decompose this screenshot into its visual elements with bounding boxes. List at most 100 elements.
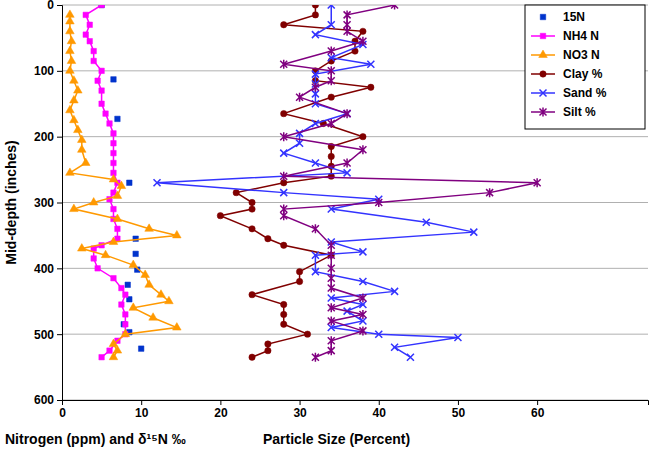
marker xyxy=(249,206,255,212)
marker xyxy=(344,10,351,19)
marker xyxy=(111,141,116,146)
marker xyxy=(359,145,366,154)
marker xyxy=(359,293,366,302)
y-tick-label: 200 xyxy=(34,130,54,144)
y-tick-mark xyxy=(57,71,62,72)
marker xyxy=(67,36,76,43)
marker xyxy=(115,226,120,231)
marker xyxy=(101,250,110,257)
marker xyxy=(423,219,430,226)
marker xyxy=(312,12,318,18)
legend-marker xyxy=(540,14,545,19)
marker xyxy=(328,21,335,28)
legend-box xyxy=(525,5,645,129)
marker xyxy=(109,174,118,181)
marker xyxy=(99,68,104,73)
legend-label: Sand % xyxy=(563,86,607,100)
marker xyxy=(359,278,366,285)
x-tick-label: 30 xyxy=(293,406,307,420)
marker xyxy=(391,5,398,10)
marker xyxy=(359,37,366,46)
legend-label: Silt % xyxy=(563,105,596,119)
marker xyxy=(145,280,154,287)
marker xyxy=(125,282,130,287)
x-tick-label: 0 xyxy=(59,406,66,420)
marker xyxy=(280,189,287,196)
marker xyxy=(280,172,287,181)
marker xyxy=(70,76,79,83)
legend-label: Clay % xyxy=(563,67,603,81)
y-tick: 0 xyxy=(47,0,62,12)
marker xyxy=(109,339,118,346)
marker xyxy=(249,199,255,205)
marker xyxy=(83,12,88,17)
marker xyxy=(328,47,335,56)
y-tick: 300 xyxy=(34,196,62,210)
marker xyxy=(99,101,104,106)
x-tick-label: 60 xyxy=(531,406,545,420)
marker xyxy=(149,313,158,320)
marker xyxy=(454,334,461,341)
x-tick-label: 10 xyxy=(135,406,149,420)
marker xyxy=(119,302,124,307)
marker xyxy=(328,294,335,301)
marker xyxy=(133,251,138,256)
marker xyxy=(141,270,150,277)
marker xyxy=(312,224,319,233)
marker xyxy=(109,352,118,359)
marker xyxy=(103,111,108,116)
marker xyxy=(312,160,319,167)
marker xyxy=(280,211,287,220)
legend-label: 15N xyxy=(563,10,585,24)
marker xyxy=(280,60,287,69)
y-tick: 400 xyxy=(34,262,62,276)
grid-line xyxy=(62,136,648,137)
marker xyxy=(407,354,414,361)
marker xyxy=(173,230,182,237)
marker xyxy=(344,110,351,117)
marker xyxy=(328,317,335,326)
series-line xyxy=(70,15,177,357)
marker xyxy=(111,160,116,165)
marker xyxy=(87,22,92,27)
marker xyxy=(109,237,118,244)
legend-marker xyxy=(540,33,545,38)
legend-entry: Clay % xyxy=(531,67,603,81)
grid-line xyxy=(62,202,648,203)
marker xyxy=(265,347,271,353)
marker xyxy=(470,229,477,236)
legend-entry: Silt % xyxy=(531,105,596,119)
x-tick: 50 xyxy=(452,400,466,420)
y-tick-mark xyxy=(57,334,62,335)
marker xyxy=(312,5,318,8)
marker xyxy=(99,88,104,93)
marker xyxy=(95,78,100,83)
y-tick-mark xyxy=(57,268,62,269)
grid-line xyxy=(62,268,648,269)
marker xyxy=(77,135,86,142)
marker xyxy=(328,303,335,312)
marker xyxy=(111,150,116,155)
marker xyxy=(66,105,75,112)
series-line xyxy=(284,5,537,357)
x-tick: 40 xyxy=(373,400,387,420)
marker xyxy=(66,16,75,23)
marker xyxy=(281,242,287,248)
marker xyxy=(173,323,182,330)
series xyxy=(66,10,182,360)
marker xyxy=(328,264,335,273)
x-tick: 30 xyxy=(293,400,307,420)
y-tick-label: 600 xyxy=(34,393,54,407)
marker xyxy=(312,252,319,259)
marker xyxy=(344,27,351,36)
legend-label: NO3 N xyxy=(563,48,600,62)
marker xyxy=(249,291,255,297)
marker xyxy=(328,274,335,283)
marker xyxy=(66,46,75,53)
x-axis-title: Particle Size (Percent) xyxy=(263,431,410,447)
marker xyxy=(70,115,79,122)
marker xyxy=(74,125,83,132)
marker xyxy=(328,66,335,75)
marker xyxy=(328,241,335,250)
marker xyxy=(281,321,287,327)
